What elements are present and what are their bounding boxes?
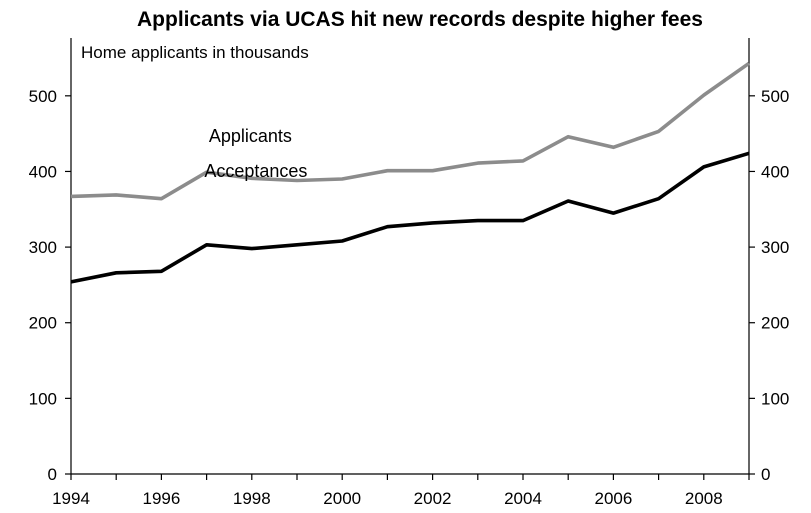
chart-title: Applicants via UCAS hit new records desp…: [137, 8, 703, 31]
series-layer: [70, 61, 751, 284]
y-tick-label-left: 300: [29, 238, 57, 257]
x-tick-label: 2004: [504, 489, 542, 508]
y-tick-label-right: 200: [761, 314, 789, 333]
series-line-acceptances: [70, 151, 750, 284]
chart-subtitle: Home applicants in thousands: [81, 43, 309, 62]
series-label-applicants: Applicants: [209, 126, 292, 146]
y-tick-label-left: 400: [29, 162, 57, 181]
y-tick-label-left: 100: [29, 389, 57, 408]
series-labels: Applicants Acceptances: [204, 126, 307, 181]
y-tick-label-right: 500: [761, 87, 789, 106]
y-tick-label-left: 0: [48, 465, 57, 484]
x-tick-label: 2000: [323, 489, 361, 508]
y-tick-label-left: 200: [29, 314, 57, 333]
x-tick-label: 1994: [52, 489, 90, 508]
x-tick-label: 1998: [233, 489, 271, 508]
x-tick-label: 1996: [142, 489, 180, 508]
series-line-applicants: [70, 61, 751, 201]
series-label-acceptances: Acceptances: [204, 161, 307, 181]
y-tick-label-right: 0: [761, 465, 770, 484]
y-tick-label-right: 100: [761, 389, 789, 408]
y-tick-label-left: 500: [29, 87, 57, 106]
axes: 0 0 100 100 200 200 300 300 400 400 500 500 1994 1996…: [29, 38, 789, 508]
x-tick-label: 2008: [685, 489, 723, 508]
y-tick-label-right: 400: [761, 162, 789, 181]
y-tick-label-right: 300: [761, 238, 789, 257]
x-tick-label: 2002: [414, 489, 452, 508]
x-tick-label: 2006: [594, 489, 632, 508]
